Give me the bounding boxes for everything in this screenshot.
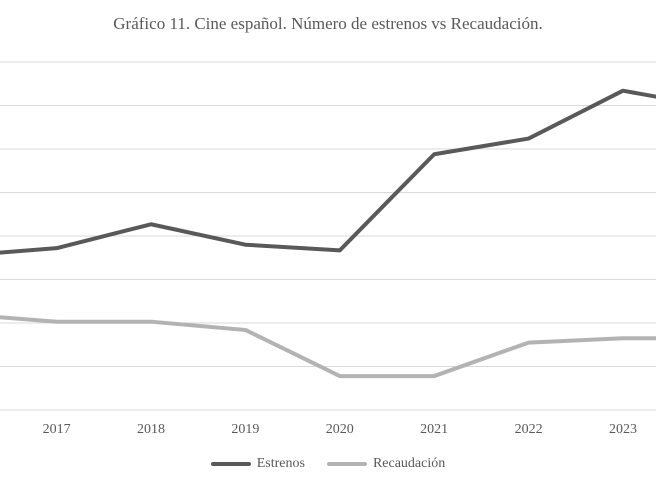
x-axis-tick-labels: 2017 2018 2019 2020 2021 2022 2023 bbox=[43, 422, 637, 437]
legend: Estrenos Recaudación bbox=[0, 456, 656, 472]
x-tick-label: 2017 bbox=[43, 422, 71, 437]
series-line-estrenos bbox=[0, 88, 656, 255]
x-tick-label: 2021 bbox=[420, 422, 448, 437]
legend-label-recaudacion: Recaudación bbox=[372, 456, 446, 471]
gridlines bbox=[0, 61, 656, 411]
legend-item-recaudacion: Recaudación bbox=[326, 456, 446, 472]
x-tick-label: 2023 bbox=[609, 422, 637, 437]
x-tick-label: 2018 bbox=[137, 422, 165, 437]
x-tick-label: 2019 bbox=[231, 422, 259, 437]
legend-item-estrenos: Estrenos bbox=[210, 456, 305, 472]
x-tick-label: 2020 bbox=[326, 422, 354, 437]
x-tick-label: 2022 bbox=[515, 422, 543, 437]
legend-swatch-estrenos bbox=[210, 462, 251, 466]
series-lines bbox=[0, 88, 656, 379]
legend-swatch-recaudacion bbox=[326, 462, 367, 466]
chart-title: Gráfico 11. Cine español. Número de estr… bbox=[113, 14, 543, 33]
legend-label-estrenos: Estrenos bbox=[256, 456, 305, 471]
